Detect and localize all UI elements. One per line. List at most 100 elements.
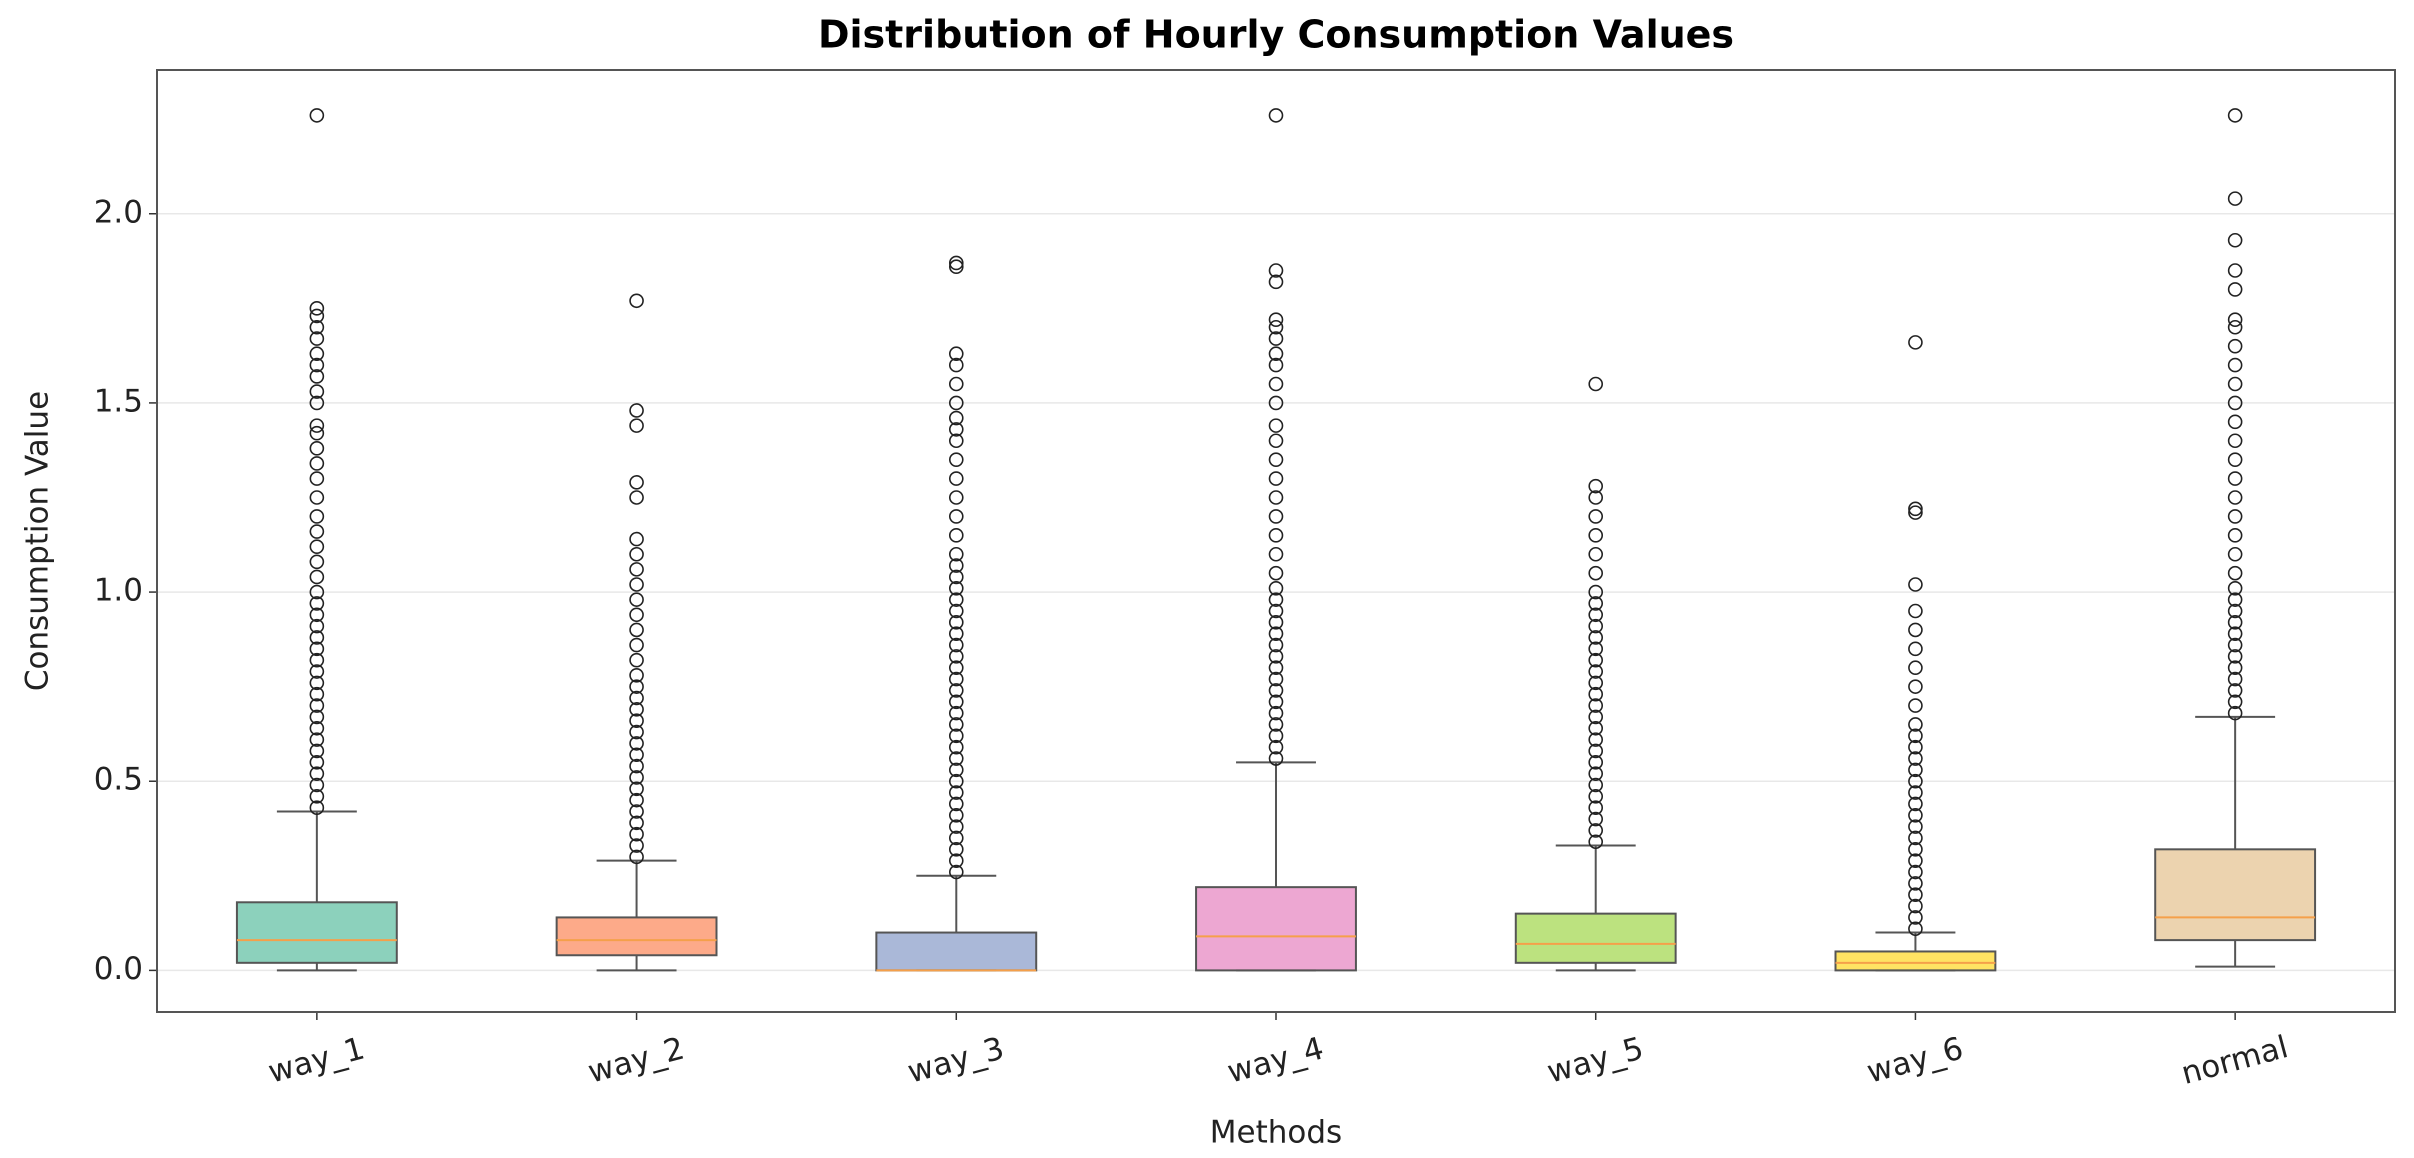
outlier bbox=[309, 755, 325, 770]
outlier bbox=[948, 471, 964, 486]
outlier bbox=[948, 773, 964, 789]
outlier bbox=[1268, 603, 1284, 619]
outlier bbox=[1268, 395, 1284, 411]
outlier bbox=[948, 580, 964, 596]
outlier bbox=[1268, 615, 1284, 630]
outlier bbox=[1908, 876, 1923, 891]
outlier bbox=[1588, 789, 1604, 804]
outlier bbox=[629, 702, 644, 717]
outlier bbox=[629, 690, 644, 706]
outlier bbox=[309, 524, 325, 539]
outlier bbox=[2227, 660, 2243, 676]
outlier bbox=[1588, 607, 1604, 623]
outlier bbox=[948, 762, 964, 778]
outlier bbox=[629, 418, 644, 433]
outlier bbox=[1908, 898, 1923, 914]
outlier bbox=[2227, 671, 2243, 687]
outlier bbox=[2227, 376, 2243, 392]
outlier bbox=[2227, 637, 2243, 653]
outlier bbox=[309, 698, 325, 713]
box bbox=[875, 931, 1038, 972]
outlier bbox=[309, 675, 325, 691]
outlier bbox=[948, 683, 964, 698]
outlier bbox=[1908, 842, 1923, 857]
outlier bbox=[1908, 807, 1923, 823]
outlier bbox=[629, 293, 644, 309]
outlier bbox=[948, 626, 964, 641]
outlier bbox=[1268, 580, 1284, 596]
box bbox=[555, 916, 718, 957]
outlier bbox=[1268, 471, 1284, 486]
outlier bbox=[2227, 282, 2243, 297]
outlier bbox=[1268, 452, 1284, 467]
outlier bbox=[948, 728, 964, 744]
outlier bbox=[309, 384, 325, 399]
outlier bbox=[1268, 565, 1284, 581]
outlier bbox=[2227, 263, 2243, 278]
outlier bbox=[2227, 546, 2243, 562]
outlier bbox=[2227, 565, 2243, 581]
outlier bbox=[1908, 335, 1923, 350]
outlier bbox=[1268, 592, 1284, 607]
outlier bbox=[1908, 577, 1923, 592]
outlier bbox=[2227, 108, 2243, 123]
outlier bbox=[948, 853, 964, 868]
outlier bbox=[948, 259, 964, 275]
outlier bbox=[1588, 618, 1604, 634]
outlier bbox=[1588, 766, 1604, 781]
outlier bbox=[948, 603, 964, 619]
outlier bbox=[629, 849, 644, 865]
outlier bbox=[948, 807, 964, 823]
outlier bbox=[2227, 603, 2243, 619]
outlier bbox=[309, 331, 325, 346]
outlier bbox=[948, 433, 964, 449]
outlier bbox=[1588, 565, 1604, 581]
outlier bbox=[629, 668, 644, 683]
outlier bbox=[1268, 490, 1284, 505]
outlier bbox=[309, 641, 325, 657]
outlier bbox=[2227, 626, 2243, 641]
outlier bbox=[1908, 641, 1923, 657]
outlier bbox=[1908, 910, 1923, 925]
outlier bbox=[948, 569, 964, 585]
outlier bbox=[948, 819, 964, 834]
outlier bbox=[309, 308, 325, 324]
outlier bbox=[948, 592, 964, 607]
box bbox=[1195, 886, 1357, 972]
outlier bbox=[1588, 596, 1604, 611]
outlier bbox=[948, 490, 964, 505]
outlier bbox=[309, 630, 325, 645]
outlier bbox=[948, 422, 964, 437]
outlier bbox=[629, 838, 644, 853]
outlier bbox=[2227, 705, 2243, 721]
outlier bbox=[948, 509, 964, 524]
outlier bbox=[1588, 652, 1604, 668]
outlier bbox=[1268, 331, 1284, 346]
outlier bbox=[2227, 509, 2243, 524]
outlier bbox=[2227, 615, 2243, 630]
outlier bbox=[1908, 830, 1923, 846]
y-tick-label: 1.0 bbox=[94, 573, 143, 609]
outlier bbox=[309, 418, 325, 433]
outlier bbox=[948, 255, 964, 271]
outlier bbox=[1908, 728, 1923, 744]
outlier bbox=[629, 815, 644, 831]
outlier bbox=[309, 456, 325, 471]
outlier bbox=[629, 724, 644, 740]
outlier bbox=[1588, 641, 1604, 657]
outlier bbox=[948, 357, 964, 373]
outlier bbox=[1588, 800, 1604, 816]
outlier bbox=[629, 577, 644, 592]
box bbox=[1514, 912, 1677, 964]
outlier bbox=[309, 709, 325, 725]
outlier bbox=[948, 671, 964, 687]
outlier bbox=[309, 395, 325, 411]
outlier bbox=[629, 637, 644, 653]
outlier bbox=[1588, 664, 1604, 679]
outlier bbox=[2227, 395, 2243, 411]
outlier bbox=[629, 804, 644, 819]
outlier bbox=[1268, 312, 1284, 327]
outlier bbox=[629, 562, 644, 577]
outlier bbox=[309, 554, 325, 570]
